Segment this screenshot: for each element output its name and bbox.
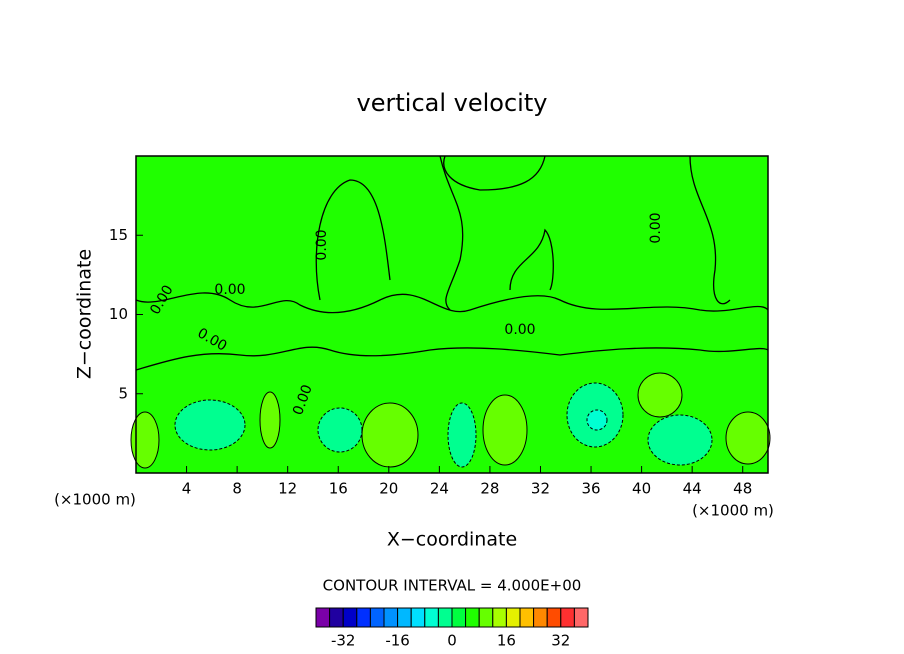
x-tick-label: 4 bbox=[182, 480, 192, 498]
x-tick-label: 40 bbox=[632, 480, 651, 498]
colorbar-box bbox=[356, 607, 371, 628]
x-tick-label: 44 bbox=[683, 480, 702, 498]
contour-label: 0.00 bbox=[314, 229, 330, 260]
colorbar-box bbox=[492, 607, 507, 628]
contour-interval: CONTOUR INTERVAL = 4.000E+00 bbox=[323, 577, 582, 595]
x-tick-label: 20 bbox=[379, 480, 398, 498]
x-tick-label: 24 bbox=[430, 480, 449, 498]
x-tick-label: 16 bbox=[329, 480, 348, 498]
x-tick-label: 28 bbox=[480, 480, 499, 498]
x-tick-label: 48 bbox=[733, 480, 752, 498]
colorbar-box bbox=[383, 607, 399, 628]
chart-title: vertical velocity bbox=[357, 89, 548, 117]
colorbar-box bbox=[560, 607, 575, 628]
x-tick-label: 32 bbox=[531, 480, 550, 498]
colorbar-box bbox=[546, 607, 562, 628]
colorbar-box bbox=[533, 607, 548, 628]
y-tick-label: 5 bbox=[118, 384, 128, 402]
colorbar-box bbox=[573, 607, 589, 628]
colorbar-box bbox=[505, 607, 521, 628]
x-tick-label: 8 bbox=[232, 480, 242, 498]
y-axis-label: Z−coordinate bbox=[74, 249, 96, 379]
colorbar-box bbox=[424, 607, 439, 628]
colorbar-box bbox=[410, 607, 426, 628]
colorbar-box bbox=[478, 607, 494, 628]
colorbar-box bbox=[315, 607, 331, 628]
colorbar-box bbox=[519, 607, 535, 628]
colorbar-box bbox=[397, 607, 412, 628]
y-tick-label: 10 bbox=[109, 305, 128, 323]
colorbar-tick-label: 16 bbox=[497, 632, 516, 650]
y-tick-label: 15 bbox=[109, 226, 128, 244]
y-unit: (×1000 m) bbox=[54, 491, 136, 509]
x-unit: (×1000 m) bbox=[692, 502, 774, 520]
x-axis-label: X−coordinate bbox=[387, 529, 517, 551]
colorbar-tick-label: -32 bbox=[331, 632, 356, 650]
contour-label: 0.00 bbox=[648, 212, 664, 243]
colorbar-box bbox=[437, 607, 453, 628]
field bbox=[130, 155, 771, 473]
x-tick-label: 36 bbox=[581, 480, 600, 498]
colorbar-box bbox=[465, 607, 480, 628]
colorbar-box bbox=[451, 607, 467, 628]
colorbar-box bbox=[342, 607, 358, 628]
colorbar-box bbox=[329, 607, 344, 628]
contour-label: 0.00 bbox=[214, 282, 245, 298]
colorbar-box bbox=[369, 607, 385, 628]
colorbar-tick-label: 32 bbox=[551, 632, 570, 650]
contour-label: 0.00 bbox=[504, 322, 535, 338]
x-tick-label: 12 bbox=[278, 480, 297, 498]
colorbar-tick-label: -16 bbox=[385, 632, 410, 650]
colorbar-tick-label: 0 bbox=[447, 632, 457, 650]
